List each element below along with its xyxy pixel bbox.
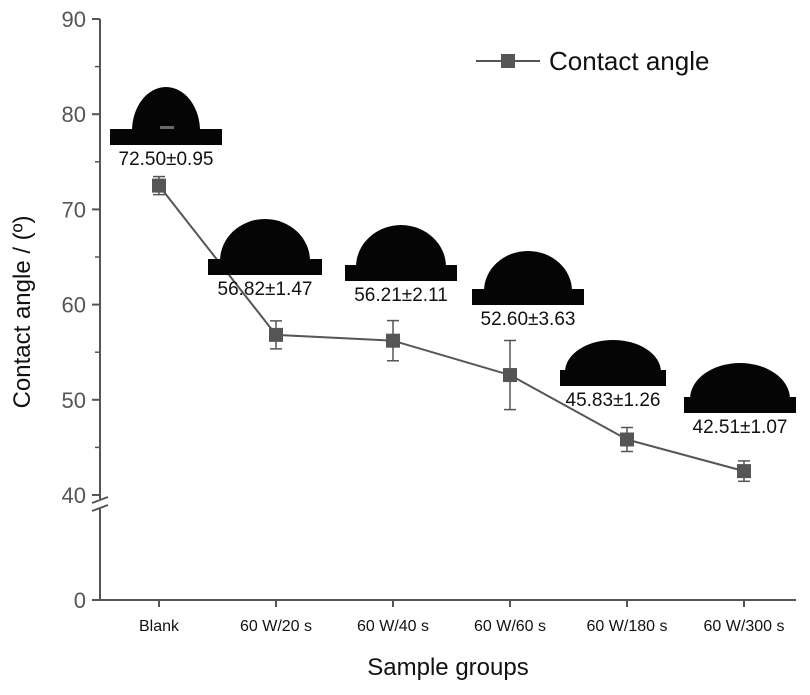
data-point-group xyxy=(503,339,517,411)
droplet-image xyxy=(560,340,666,386)
droplet-shape xyxy=(690,363,790,399)
axis-break-mark-bottom xyxy=(91,504,109,512)
y-tick-label: 40 xyxy=(62,483,86,508)
data-point xyxy=(152,178,166,193)
droplet-substrate xyxy=(560,370,666,386)
droplet-substrate xyxy=(208,259,322,275)
data-point-group xyxy=(386,319,400,362)
y-tick-label: 80 xyxy=(62,102,86,127)
legend: Contact angle xyxy=(476,46,709,76)
data-point xyxy=(620,432,634,447)
data-point-group xyxy=(152,175,166,196)
y-tick-label: 50 xyxy=(62,388,86,413)
droplet-substrate xyxy=(472,289,584,305)
data-label: 42.51±1.07 xyxy=(693,417,788,438)
droplet-shape xyxy=(132,87,200,131)
x-tick-label: Blank xyxy=(139,618,180,635)
data-point-group xyxy=(620,426,634,453)
legend-marker xyxy=(501,54,515,68)
data-point xyxy=(503,368,517,383)
x-tick-label: 60 W/180 s xyxy=(587,618,668,635)
legend-label: Contact angle xyxy=(549,46,709,76)
droplet-image xyxy=(110,87,222,145)
data-point xyxy=(737,464,751,479)
y-tick-label: 0 xyxy=(74,588,86,613)
data-point-group xyxy=(269,320,283,350)
x-axis-title: Sample groups xyxy=(367,654,528,681)
droplet-substrate xyxy=(345,265,457,281)
y-tick-label: 90 xyxy=(62,7,86,32)
x-tick-label: 60 W/40 s xyxy=(357,618,429,635)
x-tick-label: 60 W/20 s xyxy=(240,618,312,635)
x-tick-label: 60 W/60 s xyxy=(474,618,546,635)
data-marks: 72.50±0.95 56.82±1.47 56.21±2.11 52.60±3.63… xyxy=(110,87,796,483)
data-label: 56.82±1.47 xyxy=(218,279,313,300)
data-label: 52.60±3.63 xyxy=(481,309,576,330)
droplet-substrate xyxy=(110,129,222,145)
droplet-shape xyxy=(220,219,310,261)
data-point-group xyxy=(737,460,751,483)
droplet-substrate xyxy=(684,397,796,413)
data-label: 56.21±2.11 xyxy=(354,285,448,306)
droplet-shape xyxy=(565,340,661,372)
x-tick-label: 60 W/300 s xyxy=(704,618,785,635)
data-point xyxy=(386,333,400,348)
droplet-image xyxy=(345,225,457,281)
y-tick-label: 60 xyxy=(62,293,86,318)
droplet-image xyxy=(472,251,584,305)
series-line xyxy=(158,184,745,473)
axes: 0 40 50 60 70 80 90 Blank 60 W/20 s 60 W/40 s 60 W… xyxy=(62,7,796,635)
data-point xyxy=(269,327,283,342)
droplet-highlight xyxy=(160,126,174,129)
droplet-shape xyxy=(484,251,572,291)
droplet-shape xyxy=(356,225,446,267)
droplet-image xyxy=(684,363,796,413)
data-label: 72.50±0.95 xyxy=(119,149,214,170)
droplet-image xyxy=(208,219,322,275)
y-axis-title: Contact angle / (º) xyxy=(9,216,36,409)
y-tick-label: 70 xyxy=(62,197,86,222)
data-label: 45.83±1.26 xyxy=(566,390,661,411)
axis-break-mark-top xyxy=(91,496,109,504)
